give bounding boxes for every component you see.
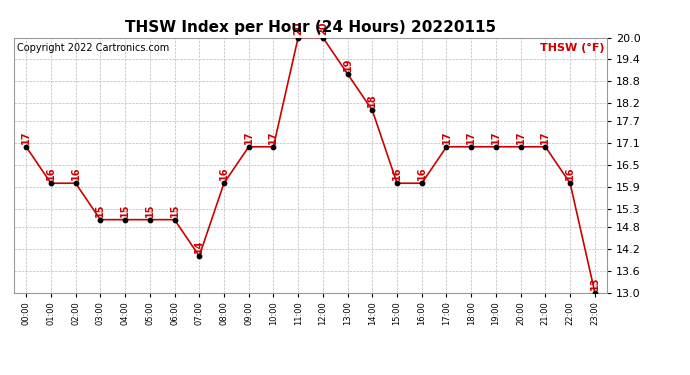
Point bbox=[317, 34, 328, 40]
Text: 17: 17 bbox=[442, 130, 451, 144]
Point bbox=[219, 180, 230, 186]
Title: THSW Index per Hour (24 Hours) 20220115: THSW Index per Hour (24 Hours) 20220115 bbox=[125, 20, 496, 35]
Text: 16: 16 bbox=[392, 167, 402, 180]
Point bbox=[119, 217, 130, 223]
Point bbox=[169, 217, 180, 223]
Point bbox=[144, 217, 155, 223]
Point bbox=[466, 144, 477, 150]
Text: 16: 16 bbox=[565, 167, 575, 180]
Point bbox=[194, 253, 205, 259]
Text: 15: 15 bbox=[120, 203, 130, 217]
Point bbox=[441, 144, 452, 150]
Point bbox=[95, 217, 106, 223]
Point bbox=[589, 290, 600, 296]
Point bbox=[46, 180, 57, 186]
Text: 16: 16 bbox=[70, 167, 81, 180]
Point bbox=[243, 144, 254, 150]
Text: 17: 17 bbox=[244, 130, 254, 144]
Text: 19: 19 bbox=[343, 57, 353, 71]
Point bbox=[515, 144, 526, 150]
Text: 13: 13 bbox=[590, 276, 600, 290]
Text: 20: 20 bbox=[318, 21, 328, 34]
Point bbox=[268, 144, 279, 150]
Point bbox=[367, 107, 378, 113]
Point bbox=[540, 144, 551, 150]
Text: 20: 20 bbox=[293, 21, 303, 34]
Text: Copyright 2022 Cartronics.com: Copyright 2022 Cartronics.com bbox=[17, 43, 169, 52]
Text: 15: 15 bbox=[145, 203, 155, 217]
Text: 17: 17 bbox=[515, 130, 526, 144]
Point bbox=[491, 144, 502, 150]
Text: 15: 15 bbox=[170, 203, 179, 217]
Text: 17: 17 bbox=[268, 130, 278, 144]
Text: 16: 16 bbox=[46, 167, 56, 180]
Text: 16: 16 bbox=[219, 167, 229, 180]
Point bbox=[416, 180, 427, 186]
Text: 15: 15 bbox=[95, 203, 106, 217]
Text: 18: 18 bbox=[367, 94, 377, 108]
Point bbox=[293, 34, 304, 40]
Text: 14: 14 bbox=[195, 240, 204, 253]
Point bbox=[21, 144, 32, 150]
Text: 17: 17 bbox=[491, 130, 501, 144]
Text: THSW (°F): THSW (°F) bbox=[540, 43, 604, 52]
Point bbox=[391, 180, 402, 186]
Text: 17: 17 bbox=[466, 130, 476, 144]
Point bbox=[70, 180, 81, 186]
Text: 16: 16 bbox=[417, 167, 426, 180]
Point bbox=[342, 71, 353, 77]
Point bbox=[564, 180, 575, 186]
Text: 17: 17 bbox=[540, 130, 551, 144]
Text: 17: 17 bbox=[21, 130, 31, 144]
